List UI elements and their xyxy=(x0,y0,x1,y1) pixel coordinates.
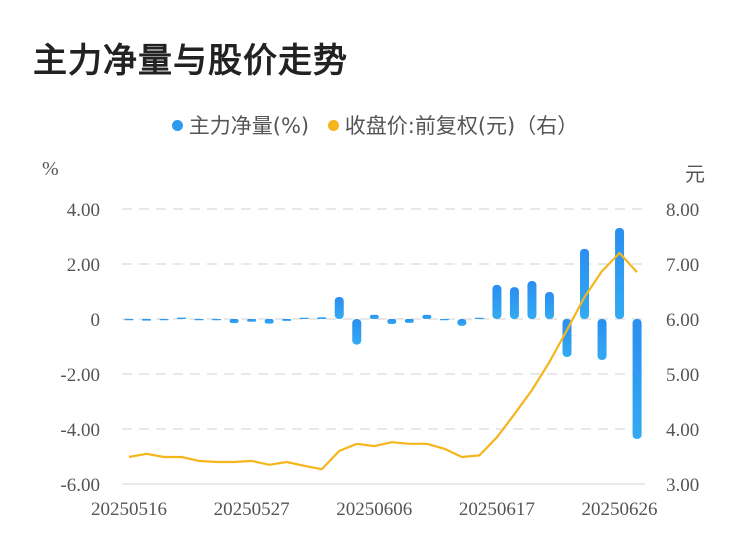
bar-series xyxy=(124,227,642,439)
net-flow-bar[interactable] xyxy=(124,319,134,321)
legend-label: 主力净量(%) xyxy=(188,114,310,138)
legend-item-close-price[interactable]: 收盘价:前复权(元)（右） xyxy=(327,110,579,140)
close-price-line[interactable] xyxy=(128,251,638,471)
net-flow-bar[interactable] xyxy=(492,284,502,319)
net-flow-bar[interactable] xyxy=(509,287,519,319)
net-flow-bar[interactable] xyxy=(544,292,554,319)
net-flow-bar[interactable] xyxy=(404,319,414,323)
net-flow-bar[interactable] xyxy=(439,319,449,321)
net-flow-bar[interactable] xyxy=(229,319,239,324)
net-flow-bar[interactable] xyxy=(142,319,152,321)
x-axis-tick: 20250606 xyxy=(336,499,412,520)
right-axis-tick: 4.00 xyxy=(666,420,699,441)
left-axis-tick: -6.00 xyxy=(60,475,100,496)
net-flow-bar[interactable] xyxy=(264,319,274,324)
legend-dot-icon xyxy=(327,119,339,131)
left-axis-tick: 2.00 xyxy=(67,255,100,276)
left-axis-tick: -4.00 xyxy=(60,420,100,441)
net-flow-bar[interactable] xyxy=(159,319,169,321)
right-axis-unit: 元 xyxy=(685,162,705,186)
net-flow-bar[interactable] xyxy=(580,248,590,319)
net-flow-bar[interactable] xyxy=(177,317,187,319)
left-axis-tick: 0 xyxy=(91,310,101,331)
net-flow-bar[interactable] xyxy=(352,319,362,345)
chart-title: 主力净量与股价走势 xyxy=(33,41,348,81)
net-flow-bar[interactable] xyxy=(369,314,379,319)
net-flow-bar[interactable] xyxy=(597,319,607,360)
net-flow-bar[interactable] xyxy=(317,317,327,319)
net-flow-bar[interactable] xyxy=(457,319,467,326)
left-axis-tick: 4.00 xyxy=(67,200,100,221)
net-flow-bar[interactable] xyxy=(247,319,257,322)
legend-dot-icon xyxy=(171,119,183,131)
net-flow-bar[interactable] xyxy=(527,281,537,319)
right-axis-tick: 7.00 xyxy=(666,255,699,276)
net-flow-bar[interactable] xyxy=(212,319,222,321)
left-axis-unit: % xyxy=(42,158,59,180)
gridlines xyxy=(122,208,645,485)
line-series xyxy=(128,251,638,471)
net-flow-bar[interactable] xyxy=(334,297,344,319)
axis-ticks: 4.00 8.00 2.00 7.00 0 6.00 -2.00 5.00 -4.00 4.00 -… xyxy=(60,200,699,520)
x-axis-tick: 20250617 xyxy=(459,499,535,520)
net-flow-bar[interactable] xyxy=(387,319,397,324)
net-flow-bar[interactable] xyxy=(562,319,572,357)
right-axis-tick: 3.00 xyxy=(666,475,699,496)
right-axis-tick: 5.00 xyxy=(666,365,699,386)
net-flow-bar[interactable] xyxy=(282,319,292,321)
net-flow-bar[interactable] xyxy=(632,319,642,439)
net-flow-bar[interactable] xyxy=(299,317,309,319)
legend-label: 收盘价:前复权(元)（右） xyxy=(344,114,579,138)
right-axis-tick: 6.00 xyxy=(666,310,699,331)
legend-item-net-flow[interactable]: 主力净量(%) xyxy=(171,110,310,140)
net-flow-bar[interactable] xyxy=(474,317,484,319)
x-axis-tick: 20250626 xyxy=(582,499,658,520)
x-axis-tick: 20250516 xyxy=(91,499,167,520)
left-axis-tick: -2.00 xyxy=(60,365,100,386)
legend: 主力净量(%) 收盘价:前复权(元)（右） xyxy=(0,110,750,140)
right-axis-tick: 8.00 xyxy=(666,200,699,221)
x-axis-tick: 20250527 xyxy=(214,499,290,520)
net-flow-bar[interactable] xyxy=(615,227,625,319)
net-flow-bar[interactable] xyxy=(422,314,432,319)
net-flow-bar[interactable] xyxy=(194,319,204,321)
